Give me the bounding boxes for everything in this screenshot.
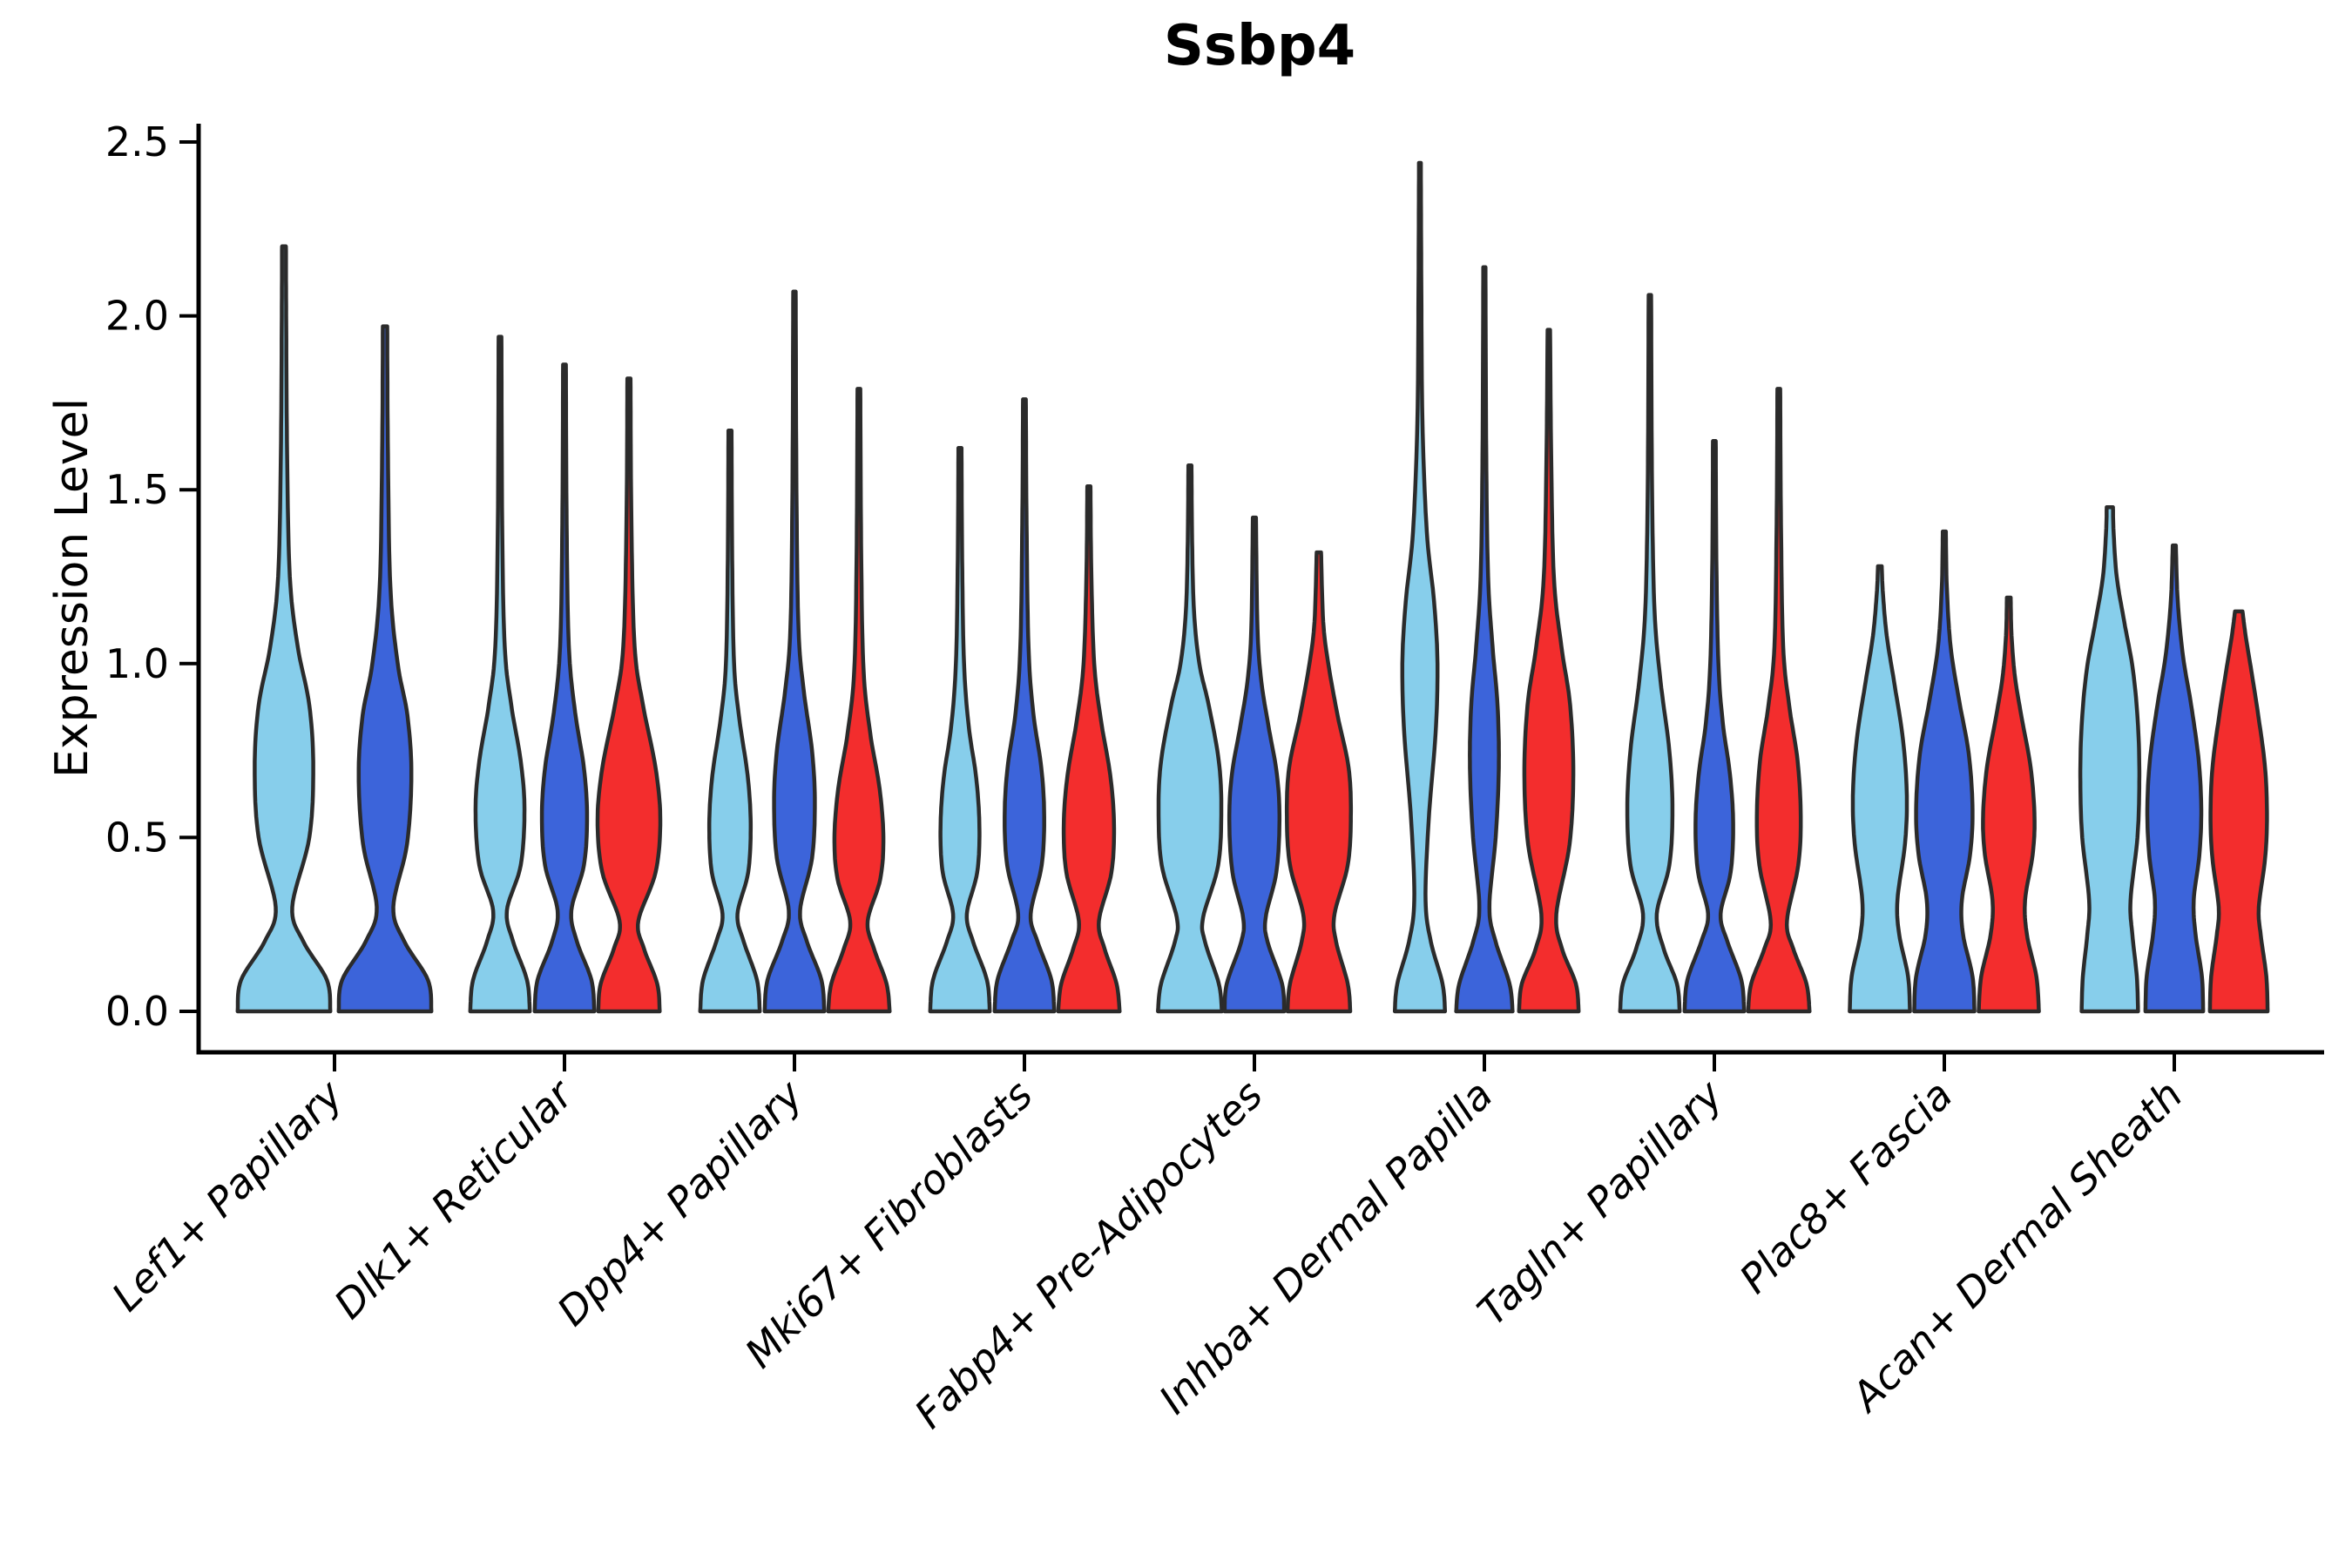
y-tick-label: 2.0 (105, 293, 169, 340)
violin-red-split-4 (1056, 483, 1122, 1014)
x-tick-label: Plac8+ Fascia (1730, 1071, 1961, 1302)
violin-skyblue-split-7 (1618, 293, 1682, 1014)
y-tick-label: 0.0 (105, 988, 169, 1035)
violin-skyblue-split-1 (235, 244, 333, 1014)
violin-skyblue-split-4 (928, 446, 992, 1014)
violin-royalblue-split-3 (762, 289, 827, 1014)
violin-red-split-5 (1284, 550, 1354, 1014)
violin-royalblue-split-1 (336, 324, 434, 1014)
violin-red-split-6 (1517, 328, 1581, 1014)
y-tick-label: 0.5 (105, 814, 169, 861)
violin-royalblue-split-5 (1222, 515, 1287, 1014)
violin-royalblue-split-2 (532, 362, 597, 1014)
x-tick-label: Lef1+ Papillary (103, 1071, 352, 1320)
violin-skyblue-split-5 (1156, 463, 1224, 1014)
violins-layer (235, 160, 2270, 1014)
x-tick-label: Dpp4+ Papillary (548, 1071, 812, 1335)
violin-red-split-2 (595, 376, 663, 1014)
violin-red-split-7 (1746, 387, 1812, 1014)
y-axis-label: Expression Level (46, 398, 98, 778)
violin-red-split-8 (1977, 595, 2041, 1014)
x-tick-label: Dlk1+ Reticular (325, 1069, 584, 1328)
violin-skyblue-split-6 (1392, 160, 1448, 1014)
violin-royalblue-split-6 (1454, 265, 1515, 1014)
violin-skyblue-split-8 (1848, 564, 1912, 1014)
violin-red-split-9 (2207, 609, 2270, 1014)
y-tick-label: 1.0 (105, 640, 169, 687)
violin-skyblue-split-2 (468, 335, 532, 1014)
violin-skyblue-split-9 (2078, 504, 2142, 1014)
violin-royalblue-split-9 (2143, 543, 2206, 1014)
x-tick-label: Tagln+ Papillary (1468, 1071, 1732, 1335)
chart-title: Ssbp4 (1164, 14, 1355, 78)
y-tick-label: 1.5 (105, 466, 169, 513)
violin-royalblue-split-8 (1912, 529, 1977, 1014)
y-tick-label: 2.5 (105, 118, 169, 166)
violin-royalblue-split-7 (1682, 439, 1747, 1014)
violin-red-split-3 (826, 387, 892, 1014)
violin-skyblue-split-3 (698, 429, 762, 1014)
violin-royalblue-split-4 (992, 397, 1057, 1014)
